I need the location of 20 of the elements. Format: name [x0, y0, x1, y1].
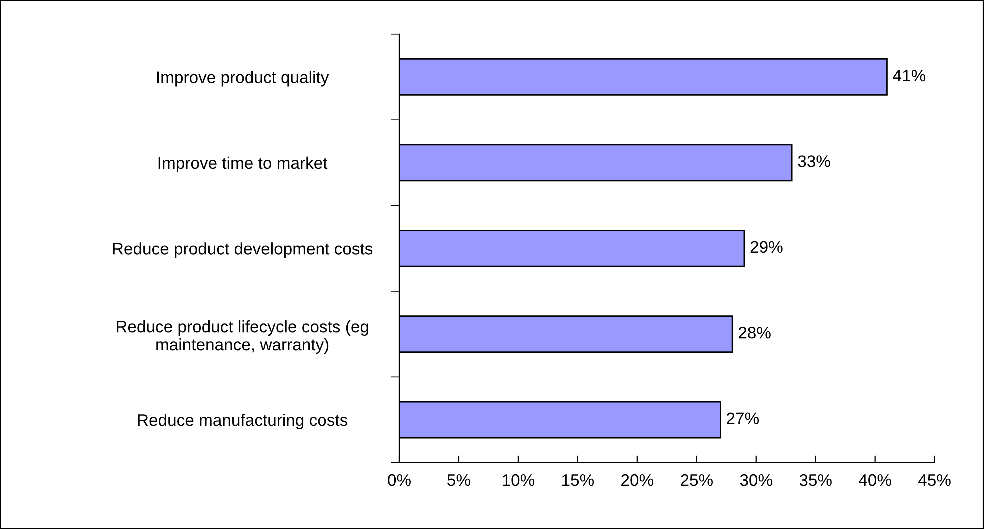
x-tick-label: 35%: [800, 474, 832, 486]
data-label: 41%: [893, 70, 926, 82]
x-tick-label: 0%: [388, 474, 411, 486]
y-tick-label: Improve product quality: [157, 71, 330, 87]
y-tick-label: Improve time to market: [158, 156, 328, 172]
y-tick-label: Reduce product development costs: [113, 242, 373, 258]
y-tick-label: Reduce manufacturing costs: [138, 414, 348, 430]
x-tick-label: 40%: [859, 474, 892, 486]
data-label: 33%: [798, 156, 830, 168]
x-tick-label: 15%: [562, 474, 594, 486]
data-label: 27%: [727, 412, 759, 424]
data-label: 28%: [738, 327, 771, 339]
x-tick-label: 45%: [918, 474, 951, 486]
x-tick-label: 30%: [740, 474, 772, 486]
x-tick-label: 25%: [681, 474, 713, 486]
x-tick-label: 20%: [622, 474, 654, 486]
x-tick-label: 5%: [448, 474, 470, 486]
data-label: 29%: [750, 241, 783, 254]
y-tick-label: Reduce product lifecycle costs (eg maintenance, warranty): [117, 320, 368, 354]
x-tick-label: 10%: [503, 474, 535, 486]
